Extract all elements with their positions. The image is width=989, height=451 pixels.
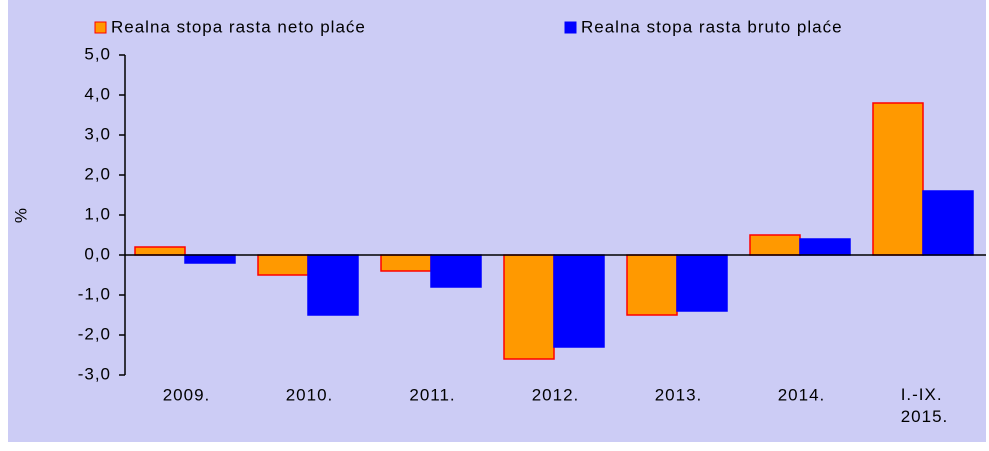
x-tick-label: 2010. — [286, 385, 334, 404]
bar — [872, 102, 924, 256]
legend-swatch — [564, 21, 577, 34]
y-axis-label: % — [11, 207, 30, 223]
x-tick-label: 2012. — [532, 385, 580, 404]
bar — [676, 254, 728, 312]
y-tick-label: -2,0 — [78, 324, 111, 343]
bar — [626, 254, 678, 316]
bar — [553, 254, 605, 348]
bar — [134, 246, 186, 256]
y-tick-label: -1,0 — [78, 284, 111, 303]
plot-background — [8, 0, 986, 442]
y-tick-label: 0,0 — [84, 244, 111, 263]
bar — [307, 254, 359, 316]
legend-swatch — [94, 21, 107, 34]
bar — [257, 254, 309, 276]
legend-label: Realna stopa rasta bruto plaće — [581, 17, 843, 36]
x-tick-label: 2011. — [409, 385, 455, 404]
y-tick-label: 3,0 — [84, 124, 111, 143]
bar — [922, 190, 974, 256]
y-tick-label: 5,0 — [84, 44, 111, 63]
bar — [380, 254, 432, 272]
x-tick-label: 2013. — [655, 385, 703, 404]
x-tick-label: 2014. — [778, 385, 826, 404]
x-tick-label: 2009. — [163, 385, 211, 404]
y-tick-label: 1,0 — [84, 204, 111, 223]
bar — [503, 254, 555, 360]
bar — [799, 238, 851, 256]
y-tick-label: 2,0 — [84, 164, 111, 183]
y-tick-label: -3,0 — [78, 364, 111, 383]
bar — [749, 234, 801, 256]
x-tick-label: I.-IX. 2015. — [901, 385, 949, 426]
bar — [430, 254, 482, 288]
legend-label: Realna stopa rasta neto plaće — [111, 17, 366, 36]
bar — [184, 254, 236, 264]
y-tick-label: 4,0 — [84, 84, 111, 103]
